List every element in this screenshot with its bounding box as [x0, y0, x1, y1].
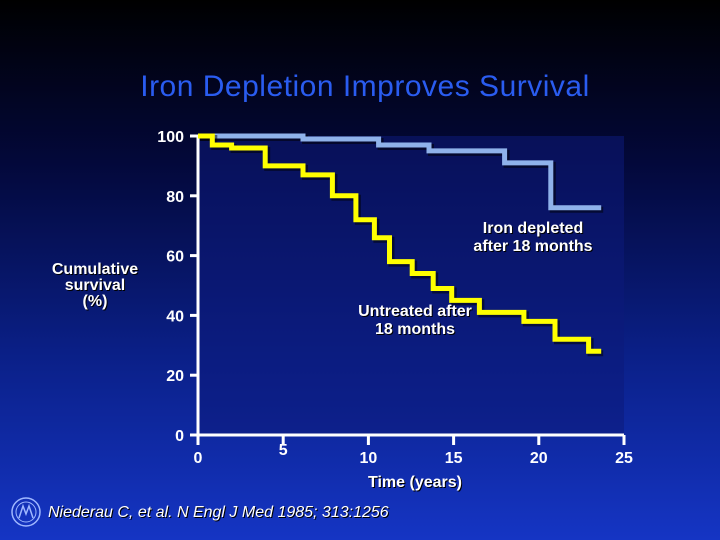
y-axis-label: Cumulative survival (%): [40, 262, 150, 310]
y-tick-label: 20: [166, 368, 184, 385]
x-tick-label: 0: [194, 450, 203, 467]
y-tick-label: 80: [166, 189, 184, 206]
annotation-line: after 18 months: [473, 238, 593, 255]
x-tick-label: 15: [445, 450, 463, 467]
y-tick-label: 0: [175, 428, 184, 445]
plot-area: [198, 136, 624, 435]
y-tick-label: 60: [166, 249, 184, 266]
annotation-line: 18 months: [374, 321, 455, 338]
y-axis-label-line: survival: [64, 277, 126, 294]
y-axis-label-line: (%): [82, 293, 108, 310]
society-logo-icon: [11, 497, 41, 527]
citation: Niederau C, et al. N Engl J Med 1985; 31…: [48, 504, 389, 521]
y-axis-label-line: Cumulative: [51, 261, 139, 278]
x-tick-label: 25: [615, 450, 633, 467]
annotation-line: Untreated after: [358, 303, 472, 320]
series-line-untreated: [198, 133, 602, 354]
chart-title: Iron Depletion Improves Survival: [140, 70, 590, 103]
series-line-iron-depleted: [198, 133, 602, 211]
annotation-line: Iron depleted: [482, 220, 584, 237]
x-axis-label: Time (years): [368, 474, 462, 491]
y-tick-label: 100: [157, 129, 184, 146]
x-tick-label: 5: [279, 442, 288, 459]
x-tick-label: 20: [530, 450, 548, 467]
annotation-iron-depleted: Iron depleted after 18 months: [448, 220, 618, 256]
x-tick-label: 10: [360, 450, 378, 467]
y-tick-label: 40: [166, 308, 184, 325]
annotation-untreated: Untreated after 18 months: [330, 303, 500, 339]
